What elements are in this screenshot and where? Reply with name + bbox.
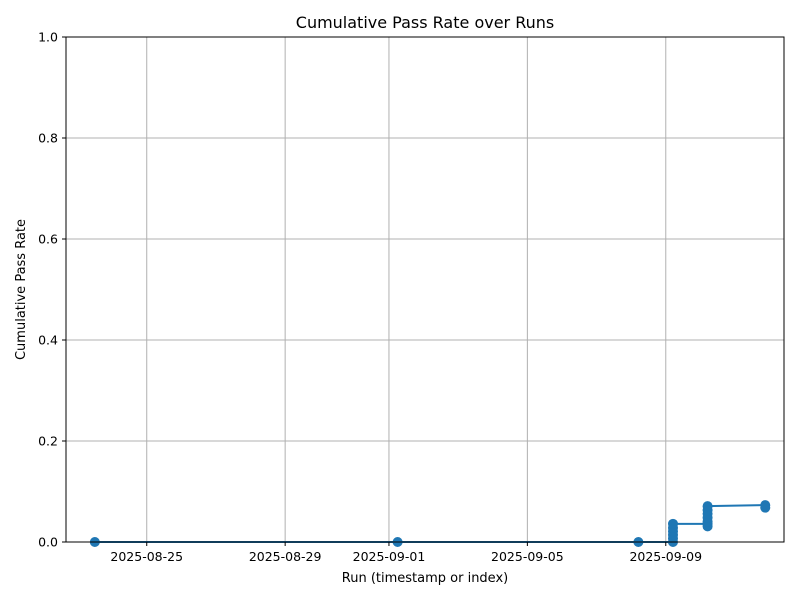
grid (66, 36, 784, 543)
y-tick-label: 1.0 (38, 30, 58, 45)
x-tick-label: 2025-08-25 (110, 549, 183, 564)
x-tick-label: 2025-09-09 (629, 549, 702, 564)
y-tick-label: 0.8 (38, 131, 58, 146)
data-point (702, 501, 713, 512)
data-point (667, 518, 678, 529)
data-point (760, 502, 771, 513)
x-tick-label: 2025-09-01 (353, 549, 426, 564)
y-tick-label: 0.4 (38, 333, 58, 348)
y-axis-label: Cumulative Pass Rate (14, 219, 29, 360)
y-tick-label: 0.0 (38, 535, 58, 550)
axis-ticks: 2025-08-25 2025-08-29 2025-09-01 2025-09-05… (38, 30, 702, 565)
x-tick-label: 2025-08-29 (249, 549, 322, 564)
y-tick-label: 0.2 (38, 434, 58, 449)
x-tick-label: 2025-09-05 (491, 549, 564, 564)
series-line (94, 504, 767, 543)
series-layer (89, 500, 771, 547)
chart-title: Cumulative Pass Rate over Runs (296, 13, 554, 32)
plot-frame (65, 36, 785, 543)
x-axis-label: Run (timestamp or index) (342, 571, 508, 586)
y-tick-label: 0.6 (38, 232, 58, 247)
